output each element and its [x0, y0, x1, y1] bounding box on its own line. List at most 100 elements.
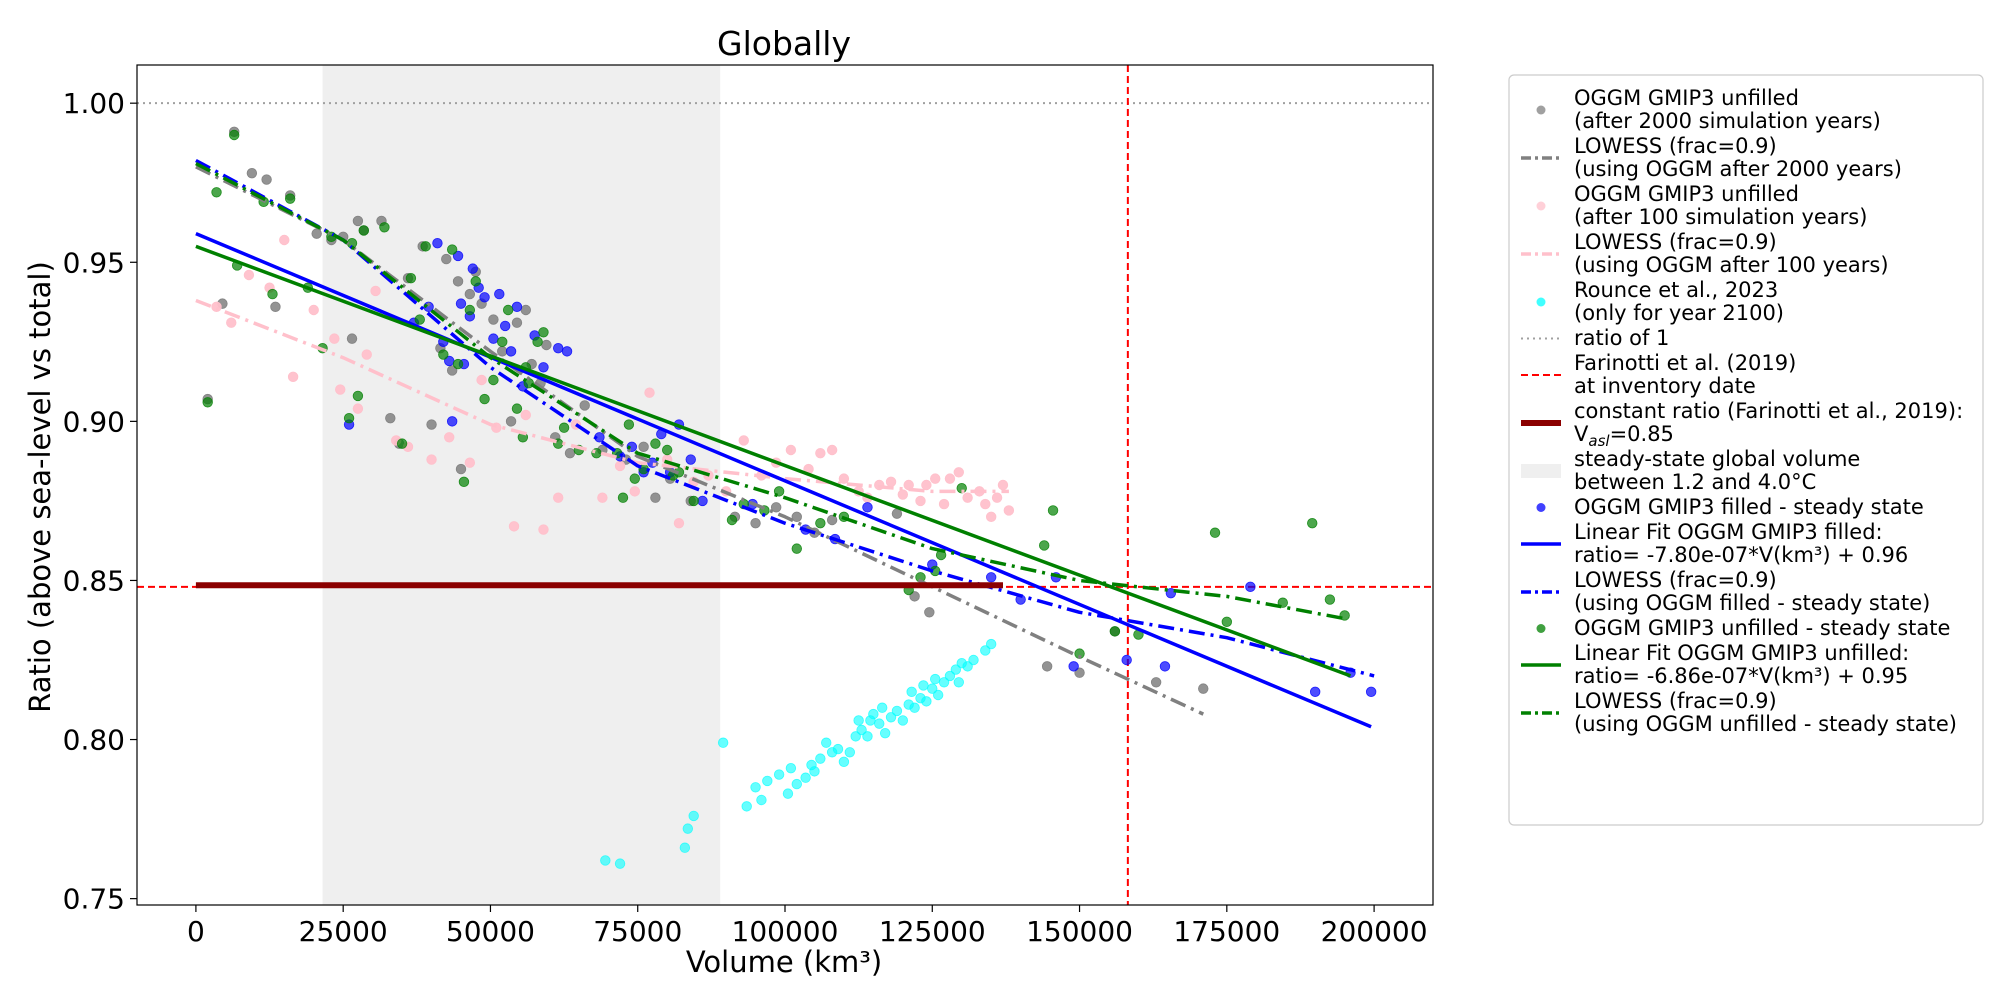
- point-oggm-gmip3-unfilled-after-100-simulation-years-59: [1003, 505, 1015, 516]
- point-oggm-gmip3-filled-steady-state-16: [499, 320, 511, 332]
- legend-label: OGGM GMIP3 unfilled (after 2000 simulatio…: [1574, 86, 1881, 133]
- point-oggm-gmip3-unfilled-after-100-simulation-years-51: [944, 473, 956, 484]
- point-oggm-gmip3-unfilled-steady-state-19: [438, 349, 449, 360]
- point-rounce-et-al-2023-only-for-year-2100-26: [862, 731, 873, 742]
- point-oggm-gmip3-unfilled-after-100-simulation-years-36: [785, 444, 797, 456]
- legend-label: OGGM GMIP3 unfilled - steady state: [1574, 616, 1950, 640]
- point-rounce-et-al-2023-only-for-year-2100-46: [950, 664, 962, 675]
- point-rounce-et-al-2023-only-for-year-2100-24: [853, 715, 864, 726]
- point-rounce-et-al-2023-only-for-year-2100-34: [897, 715, 909, 726]
- series-rounce-et-al-2023-only-for-year-2100: [600, 638, 997, 869]
- point-oggm-gmip3-filled-steady-state-21: [538, 362, 549, 373]
- legend-entry-oggm-gmip3-unfilled-steady-state: OGGM GMIP3 unfilled - steady state: [1536, 616, 1950, 640]
- point-oggm-gmip3-unfilled-steady-state-20: [446, 244, 458, 255]
- x-tick-label-125000: 125000: [879, 915, 986, 948]
- point-oggm-gmip3-unfilled-steady-state-12: [352, 390, 364, 402]
- legend-label: OGGM GMIP3 unfilled (after 100 simulation…: [1574, 182, 1867, 229]
- point-oggm-gmip3-filled-steady-state-14: [488, 333, 499, 344]
- line-lowess-frac-0-9-using-oggm-unfilled-steady-state: [195, 162, 1345, 621]
- point-rounce-et-al-2023-only-for-year-2100-47: [953, 677, 964, 688]
- point-rounce-et-al-2023-only-for-year-2100-33: [891, 705, 903, 717]
- point-oggm-gmip3-unfilled-after-100-simulation-years-56: [985, 511, 997, 523]
- point-oggm-gmip3-unfilled-after-100-simulation-years-49: [930, 473, 941, 484]
- point-oggm-gmip3-unfilled-steady-state-44: [650, 438, 661, 449]
- legend-label: LOWESS (frac=0.9) (using OGGM unfilled - …: [1574, 689, 1957, 736]
- point-oggm-gmip3-unfilled-after-100-simulation-years-19: [508, 521, 520, 532]
- point-oggm-gmip3-filled-steady-state-42: [1068, 661, 1079, 672]
- point-oggm-gmip3-unfilled-after-2000-simulation-years-28: [497, 346, 508, 357]
- y-tick-label-4: 0.95: [63, 246, 125, 279]
- point-oggm-gmip3-filled-steady-state-46: [1245, 581, 1256, 593]
- y-tick-label-0: 0.75: [63, 883, 125, 916]
- point-oggm-gmip3-unfilled-after-2000-simulation-years-36: [564, 447, 576, 459]
- legend-marker-dot: [1536, 503, 1546, 512]
- legend-marker-dot: [1536, 297, 1546, 307]
- point-oggm-gmip3-filled-steady-state-23: [561, 346, 573, 357]
- line-lowess-frac-0-9-using-oggm-after-100-years: [195, 298, 1009, 494]
- point-rounce-et-al-2023-only-for-year-2100-3: [682, 823, 694, 834]
- point-oggm-gmip3-unfilled-after-2000-simulation-years-31: [520, 304, 532, 316]
- point-oggm-gmip3-unfilled-steady-state-18: [420, 241, 431, 252]
- point-oggm-gmip3-unfilled-after-100-simulation-years-11: [370, 285, 381, 297]
- point-oggm-gmip3-unfilled-steady-state-24: [470, 276, 481, 287]
- point-rounce-et-al-2023-only-for-year-2100-6: [741, 801, 752, 812]
- legend-label: constant ratio (Farinotti et al., 2019):…: [1574, 399, 1963, 450]
- point-rounce-et-al-2023-only-for-year-2100-21: [838, 756, 850, 768]
- point-oggm-gmip3-unfilled-steady-state-69: [1307, 517, 1318, 529]
- x-tick-label-0: 0: [187, 915, 205, 948]
- plot-clip-group: [137, 65, 1433, 905]
- point-oggm-gmip3-unfilled-steady-state-26: [488, 374, 499, 386]
- point-oggm-gmip3-unfilled-after-100-simulation-years-17: [476, 374, 487, 386]
- legend-label: LOWESS (frac=0.9) (using OGGM filled - st…: [1574, 568, 1930, 615]
- point-rounce-et-al-2023-only-for-year-2100-17: [815, 753, 826, 764]
- point-oggm-gmip3-unfilled-after-2000-simulation-years-54: [1074, 667, 1085, 678]
- point-rounce-et-al-2023-only-for-year-2100-1: [614, 858, 626, 869]
- point-oggm-gmip3-unfilled-steady-state-21: [452, 358, 464, 370]
- x-tick-label-200000: 200000: [1321, 915, 1428, 948]
- point-oggm-gmip3-unfilled-after-100-simulation-years-25: [614, 460, 626, 472]
- point-oggm-gmip3-unfilled-steady-state-25: [479, 393, 490, 405]
- legend-entry-linear-fit-oggm-gmip3-filled-ratio-7-80e-07-v-km-0: Linear Fit OGGM GMIP3 filled: ratio= -7.8…: [1521, 520, 1908, 567]
- point-oggm-gmip3-filled-steady-state-43: [1121, 654, 1132, 666]
- point-oggm-gmip3-filled-steady-state-22: [553, 342, 564, 354]
- legend-label: LOWESS (frac=0.9) (using OGGM after 100 y…: [1574, 230, 1889, 277]
- point-oggm-gmip3-unfilled-steady-state-5: [267, 288, 278, 300]
- point-oggm-gmip3-unfilled-steady-state-15: [396, 438, 408, 449]
- point-oggm-gmip3-unfilled-after-2000-simulation-years-24: [464, 288, 476, 300]
- point-rounce-et-al-2023-only-for-year-2100-50: [968, 654, 979, 666]
- point-oggm-gmip3-unfilled-after-2000-simulation-years-47: [791, 511, 802, 523]
- point-oggm-gmip3-unfilled-steady-state-33: [532, 336, 543, 348]
- point-oggm-gmip3-filled-steady-state-39: [985, 572, 997, 583]
- legend-entry-steady-state-global-volume-between-1-2-and-4-0-c: steady-state global volume between 1.2 an…: [1521, 447, 1860, 494]
- legend-entry-lowess-frac-0-9-using-oggm-unfilled-steady-state: LOWESS (frac=0.9) (using OGGM unfilled - …: [1521, 689, 1957, 736]
- point-rounce-et-al-2023-only-for-year-2100-0: [600, 855, 611, 866]
- point-rounce-et-al-2023-only-for-year-2100-28: [868, 708, 879, 720]
- point-rounce-et-al-2023-only-for-year-2100-13: [791, 778, 802, 790]
- point-oggm-gmip3-unfilled-after-2000-simulation-years-20: [441, 253, 452, 265]
- point-oggm-gmip3-unfilled-after-2000-simulation-years-40: [638, 441, 649, 453]
- point-oggm-gmip3-unfilled-after-2000-simulation-years-11: [352, 215, 364, 227]
- point-oggm-gmip3-unfilled-after-100-simulation-years-20: [520, 409, 532, 421]
- point-oggm-gmip3-unfilled-steady-state-6: [284, 193, 296, 204]
- point-oggm-gmip3-filled-steady-state-11: [467, 263, 478, 274]
- point-oggm-gmip3-unfilled-after-2000-simulation-years-45: [750, 517, 761, 529]
- point-oggm-gmip3-unfilled-after-100-simulation-years-8: [335, 384, 346, 395]
- point-oggm-gmip3-unfilled-after-100-simulation-years-16: [464, 457, 476, 468]
- point-oggm-gmip3-filled-steady-state-15: [494, 288, 505, 300]
- x-tick-label-25000: 25000: [299, 915, 388, 948]
- point-oggm-gmip3-unfilled-after-2000-simulation-years-10: [346, 333, 358, 344]
- legend-label: LOWESS (frac=0.9) (using OGGM after 2000 …: [1574, 134, 1902, 181]
- legend-marker-dot: [1536, 201, 1546, 211]
- legend-entry-ratio-of-1: ratio of 1: [1521, 326, 1669, 350]
- point-oggm-gmip3-unfilled-after-2000-simulation-years-49: [826, 514, 838, 526]
- x-tick-label-175000: 175000: [1173, 915, 1280, 948]
- point-rounce-et-al-2023-only-for-year-2100-2: [679, 842, 691, 853]
- point-oggm-gmip3-unfilled-after-100-simulation-years-22: [553, 492, 564, 503]
- point-oggm-gmip3-unfilled-steady-state-45: [661, 444, 673, 456]
- point-oggm-gmip3-filled-steady-state-17: [505, 346, 517, 357]
- point-oggm-gmip3-unfilled-after-100-simulation-years-15: [444, 432, 455, 443]
- point-oggm-gmip3-unfilled-after-2000-simulation-years-30: [511, 317, 523, 328]
- legend-marker-dot: [1536, 624, 1546, 633]
- point-oggm-gmip3-unfilled-after-100-simulation-years-1: [226, 317, 237, 328]
